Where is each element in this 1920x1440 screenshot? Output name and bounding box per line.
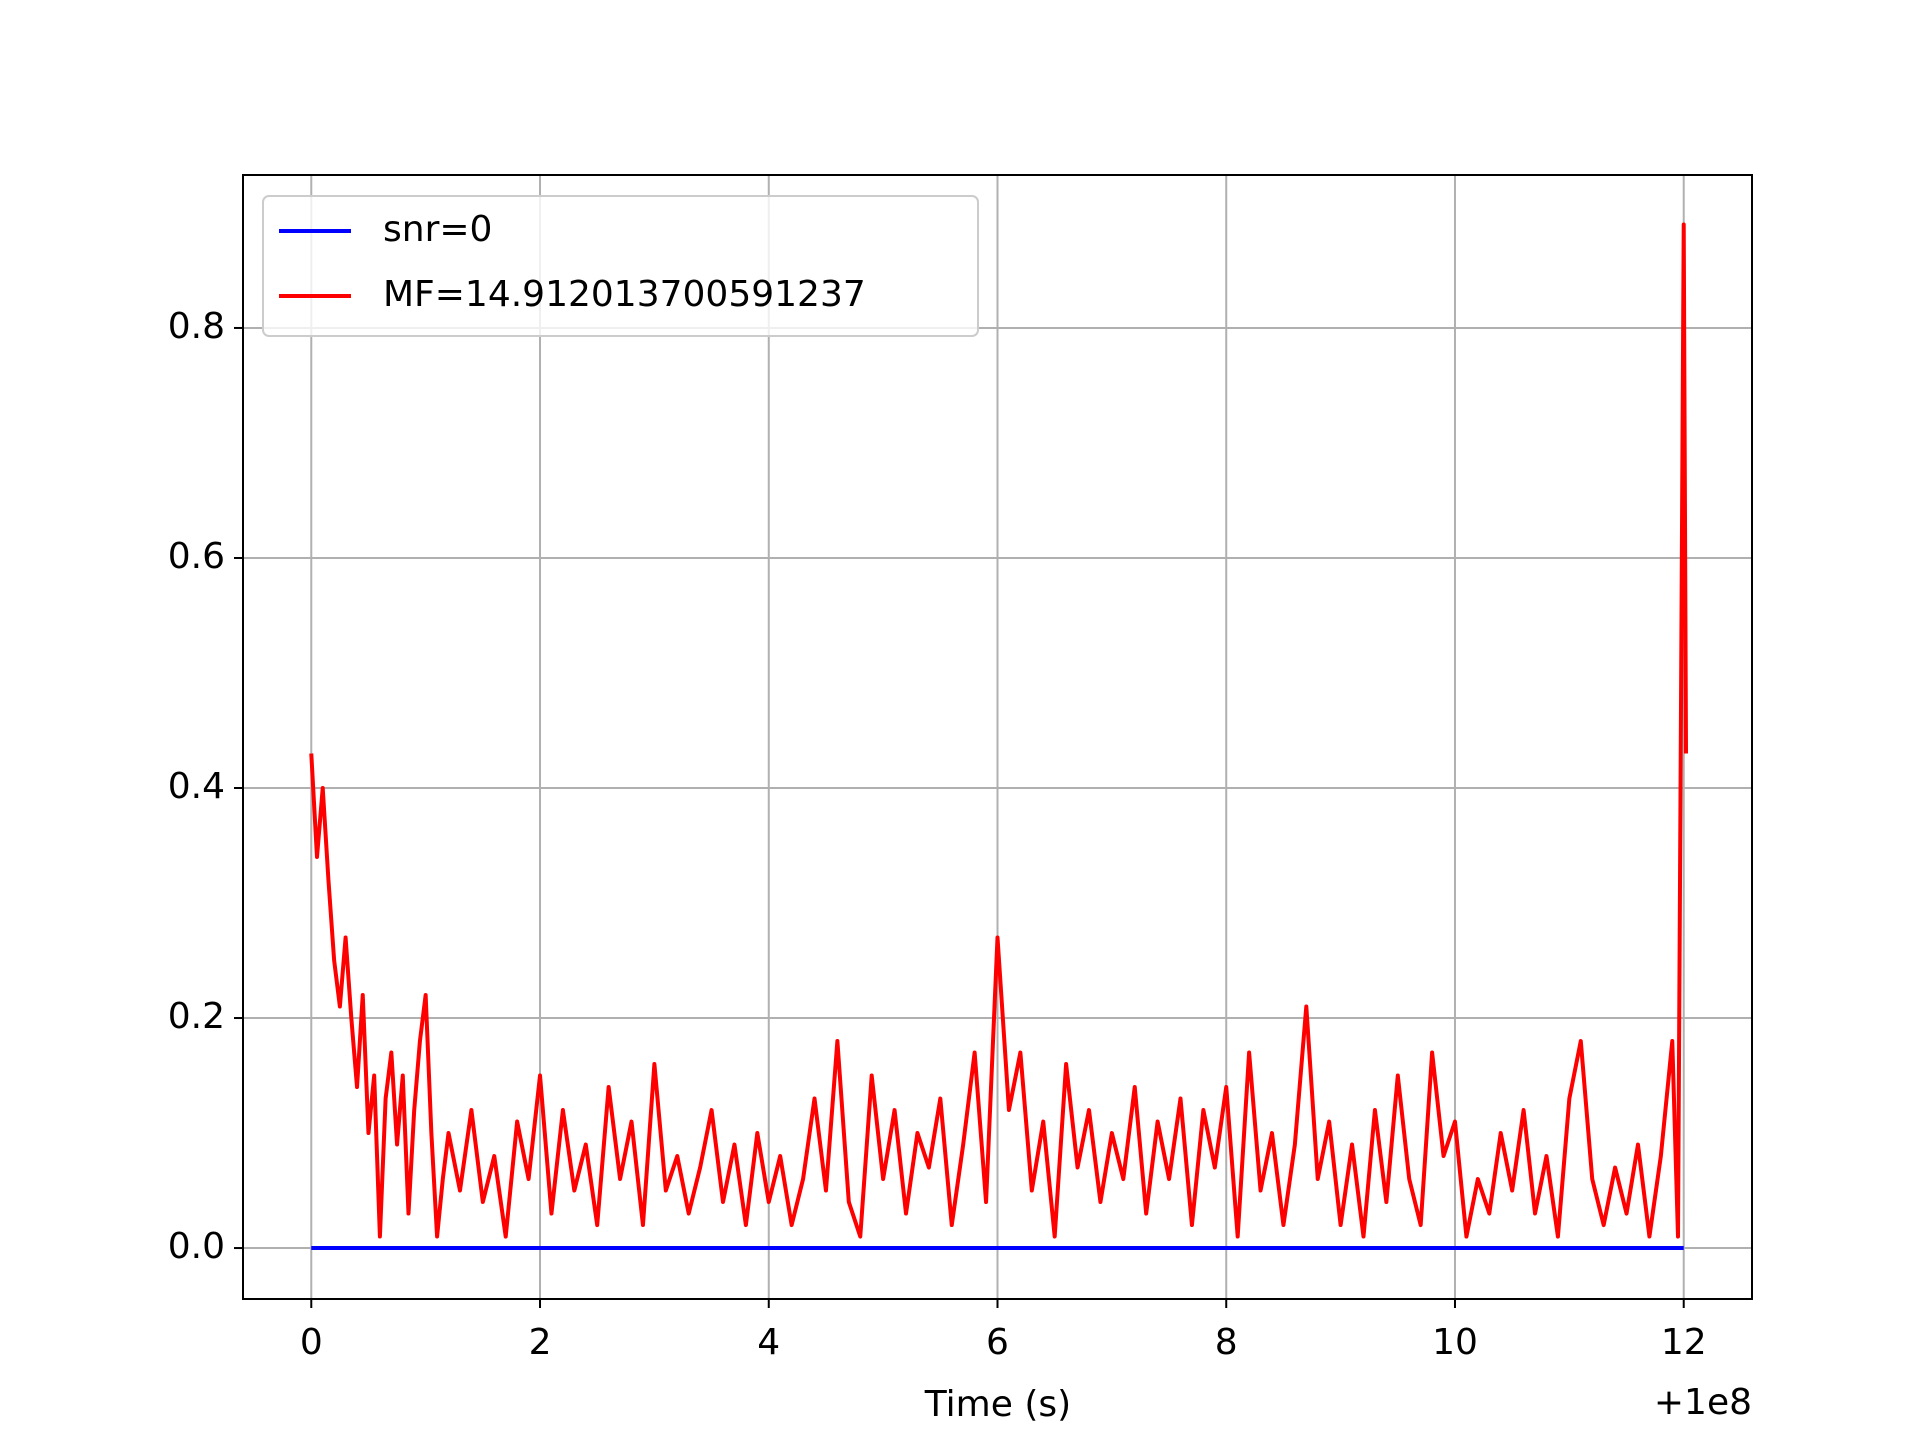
y-tick-label: 0.6 bbox=[168, 536, 225, 577]
legend-label: snr=0 bbox=[383, 209, 492, 250]
x-tick-label: 0 bbox=[300, 1322, 323, 1363]
x-tick-label: 12 bbox=[1661, 1322, 1707, 1363]
legend-box bbox=[262, 195, 979, 337]
x-axis-label: Time (s) bbox=[924, 1384, 1071, 1425]
x-offset-label: +1e8 bbox=[1654, 1382, 1752, 1423]
x-tick-label: 6 bbox=[986, 1322, 1009, 1363]
series-line bbox=[309, 222, 1689, 1239]
y-tick-label: 0.2 bbox=[168, 996, 225, 1037]
legend-label: MF=14.912013700591237 bbox=[383, 274, 866, 315]
x-tick-label: 2 bbox=[529, 1322, 552, 1363]
x-tick-label: 4 bbox=[757, 1322, 780, 1363]
x-tick-label: 10 bbox=[1432, 1322, 1478, 1363]
x-tick-label: 8 bbox=[1215, 1322, 1238, 1363]
y-tick-label: 0.0 bbox=[168, 1226, 225, 1267]
y-tick-label: 0.4 bbox=[168, 766, 225, 807]
axes-frame bbox=[242, 174, 1753, 1300]
y-tick-label: 0.8 bbox=[168, 306, 225, 347]
